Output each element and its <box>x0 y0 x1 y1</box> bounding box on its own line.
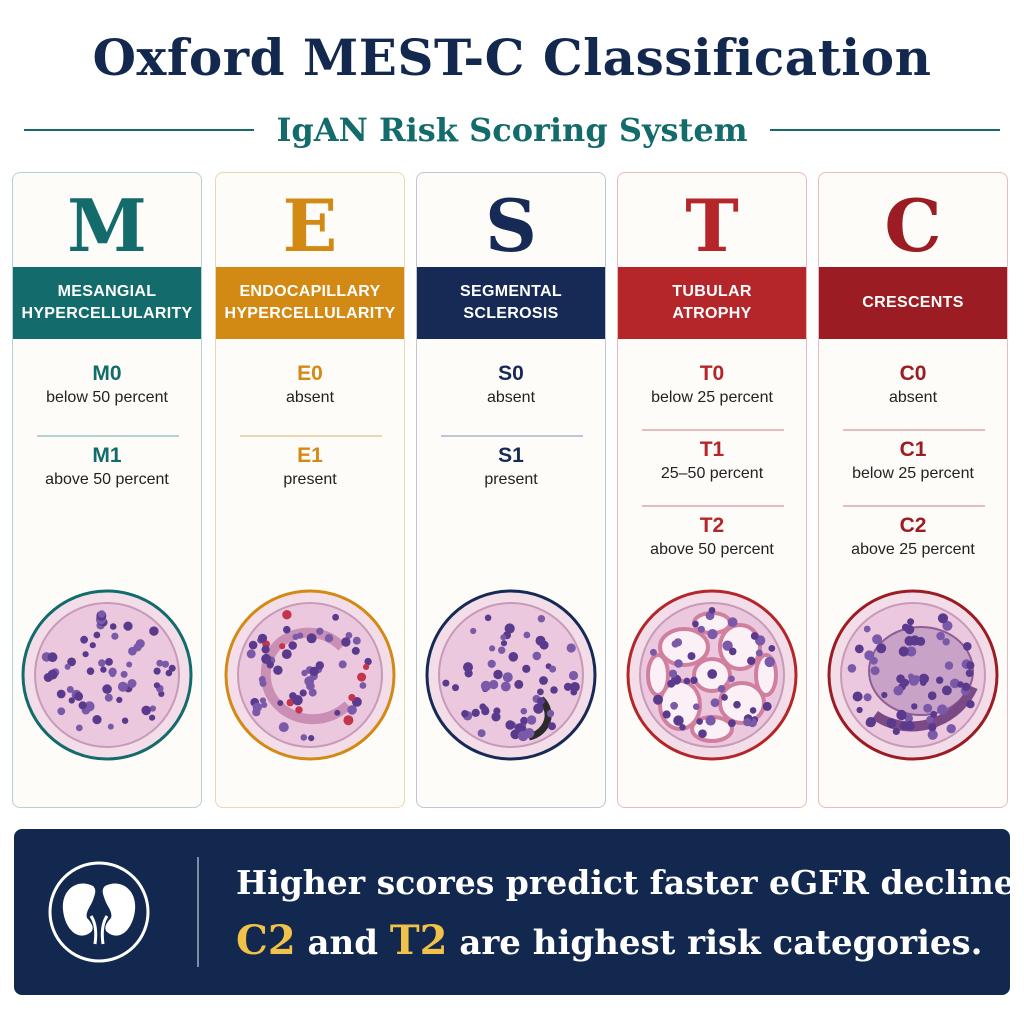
grade-s1: S1 present <box>417 443 605 491</box>
grade-s0: S0 absent <box>417 361 605 409</box>
grade-separator <box>37 435 179 437</box>
grade-separator <box>441 435 583 437</box>
grade-t2: T2 above 50 percent <box>618 513 806 561</box>
grade-description: 25–50 percent <box>660 465 764 482</box>
grade-e0: E0 absent <box>216 361 404 409</box>
column-label: CRESCENTS <box>819 267 1007 339</box>
column-letter: S <box>485 183 537 268</box>
summary-banner: Higher scores predict faster eGFR declin… <box>14 829 1024 995</box>
column-e: E ENDOCAPILLARY HYPERCELLULARITY E0 absent E… <box>215 172 405 808</box>
subtitle-rule-left <box>24 129 255 131</box>
grade-c1: C1 below 25 percent <box>819 437 1007 485</box>
grade-description: above 50 percent <box>45 471 169 488</box>
column-label: MESANGIAL HYPERCELLULARITY <box>13 267 201 339</box>
column-t: T TUBULAR ATROPHY T0 below 25 percent T1 25–5… <box>617 172 807 808</box>
page-title: Oxford MEST-C Classification <box>92 28 932 87</box>
grade-t1: T1 25–50 percent <box>618 437 806 485</box>
column-letter: M <box>67 183 147 268</box>
histology-illustration <box>827 589 999 761</box>
grade-code: S0 <box>498 362 524 385</box>
banner-line-1: Higher scores predict faster eGFR declin… <box>236 863 1024 902</box>
grade-code: T1 <box>699 438 725 461</box>
banner-line-2: C2 and T2 are highest risk categories. <box>236 917 983 964</box>
grade-code: E0 <box>297 362 323 385</box>
grade-code: S1 <box>498 444 524 467</box>
grade-description: above 25 percent <box>851 541 975 558</box>
grade-code: T0 <box>699 362 725 385</box>
banner-line-2-end: are highest risk categories. <box>447 923 983 963</box>
grade-code: C2 <box>899 514 927 537</box>
subtitle-rule-right <box>769 129 1000 131</box>
grade-t0: T0 below 25 percent <box>618 361 806 409</box>
banner-line-2-mid: and <box>295 923 390 963</box>
highlight-c2: C2 <box>236 917 296 964</box>
grade-code: M1 <box>92 444 122 467</box>
grade-code: C1 <box>899 438 927 461</box>
grade-description: below 50 percent <box>46 389 168 406</box>
grade-code: E1 <box>297 444 323 467</box>
grade-description: present <box>283 471 337 488</box>
grade-separator <box>843 505 985 507</box>
kidney-icon <box>48 861 150 963</box>
grade-description: absent <box>888 389 938 406</box>
grade-description: absent <box>285 389 335 406</box>
subtitle-row: IgAN Risk Scoring System <box>24 108 1000 152</box>
column-letter: T <box>685 183 739 268</box>
histology-illustration <box>626 589 798 761</box>
column-letter: E <box>282 183 338 268</box>
banner-divider <box>197 857 199 967</box>
column-label: SEGMENTAL SCLEROSIS <box>417 267 605 339</box>
grade-description: present <box>484 471 538 488</box>
grade-description: below 25 percent <box>651 389 773 406</box>
column-letter: C <box>884 183 942 268</box>
histology-illustration <box>224 589 396 761</box>
grade-m1: M1 above 50 percent <box>13 443 201 491</box>
column-c: C CRESCENTS C0 absent C1 below 25 percent C2 ab… <box>818 172 1008 808</box>
grade-c2: C2 above 25 percent <box>819 513 1007 561</box>
grade-code: M0 <box>92 362 122 385</box>
column-m: M MESANGIAL HYPERCELLULARITY M0 below 50 pe… <box>12 172 202 808</box>
grade-m0: M0 below 50 percent <box>13 361 201 409</box>
histology-illustration <box>21 589 193 761</box>
highlight-t2: T2 <box>389 917 448 964</box>
grade-separator <box>843 429 985 431</box>
column-label: TUBULAR ATROPHY <box>618 267 806 339</box>
grade-separator <box>642 429 784 431</box>
column-label: ENDOCAPILLARY HYPERCELLULARITY <box>216 267 404 339</box>
grade-code: T2 <box>699 514 725 537</box>
column-s: S SEGMENTAL SCLEROSIS S0 absent S1 present <box>416 172 606 808</box>
grade-description: above 50 percent <box>650 541 774 558</box>
grade-c0: C0 absent <box>819 361 1007 409</box>
grade-separator <box>240 435 382 437</box>
grade-description: below 25 percent <box>852 465 974 482</box>
subtitle: IgAN Risk Scoring System <box>276 111 748 149</box>
grade-code: C0 <box>899 362 927 385</box>
grade-separator <box>642 505 784 507</box>
grade-e1: E1 present <box>216 443 404 491</box>
grade-description: absent <box>486 389 536 406</box>
histology-illustration <box>425 589 597 761</box>
